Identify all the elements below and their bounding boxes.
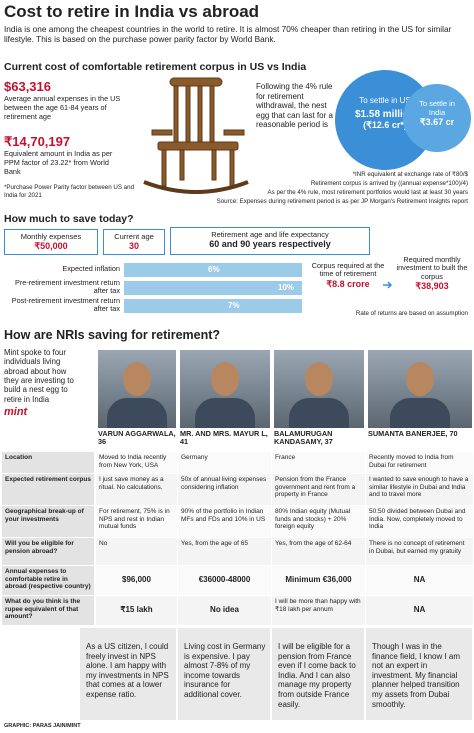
row-label: Will you be eligible for pension abroad?	[2, 538, 94, 565]
ppp-note: *Purchase Power Parity factor between US…	[4, 184, 135, 199]
row-label: What do you think is the rupee equivalen…	[2, 596, 94, 625]
corpus-label: Corpus required at the time of retiremen…	[311, 261, 385, 279]
row-label: Annual expenses to comfortable retire in…	[2, 566, 94, 595]
person-name: SUMANTA BANERJEE, 70	[368, 429, 458, 438]
input-value: ₹50,000	[34, 241, 68, 251]
note: Retirement corpus is arrived by ((annual…	[310, 180, 468, 187]
rate-value: 7%	[228, 301, 240, 310]
note: *INR equivalent at exchange rate of ₹80/…	[352, 171, 468, 178]
row-cell: $96,000	[96, 566, 177, 595]
row-cell: Pension from the France government and r…	[272, 474, 365, 505]
title: Cost to retire in India vs abroad	[4, 2, 260, 21]
row-cell: I wanted to save enough to have a simila…	[366, 474, 473, 505]
corpus: Corpus required at the time of retiremen…	[310, 261, 386, 289]
row-cell: I will be more than happy with ₹18 lakh …	[272, 596, 365, 625]
photo-body	[289, 398, 349, 428]
row-cell: No	[96, 538, 177, 565]
row-cell: €36000-48000	[178, 566, 271, 595]
input-box: Monthly expenses ₹50,000	[4, 229, 98, 255]
photo-body	[195, 398, 255, 428]
intro: India is one among the cheapest countrie…	[4, 24, 452, 44]
us-circle-amount: $1.58 million	[354, 109, 416, 120]
rate-bar: 6%	[124, 263, 302, 277]
monthly-label: Required monthly investment to built the…	[396, 255, 468, 281]
credit: GRAPHIC: PARAS JAIN/MINT	[4, 723, 81, 729]
input-label: Monthly expenses	[20, 232, 82, 241]
row-cell: 90% of the portfolio in Indian MFs and F…	[178, 506, 271, 537]
input-box: Retirement age and life expectancy 60 and…	[170, 227, 370, 255]
monthly: Required monthly investment to built the…	[392, 255, 472, 292]
row-label: Expected retirement corpus	[2, 474, 94, 505]
rate-label: Expected inflation	[62, 264, 120, 273]
rule-text: Following the 4% rule for retirement wit…	[256, 82, 333, 130]
us-expense: $63,316	[4, 79, 51, 94]
photo-body	[107, 398, 167, 428]
input-value: 30	[128, 241, 139, 251]
row-cell: For retirement, 75% is in NPS and rest i…	[96, 506, 177, 537]
row-cell: I just save money as a ritual. No calcul…	[96, 474, 177, 505]
row-cell: Yes, from the age of 62-64	[272, 538, 365, 565]
input-label: Current age	[114, 232, 154, 241]
row-cell: 50:50 divided between Dubai and India. N…	[366, 506, 473, 537]
note: Rate of returns are based on assumption	[355, 310, 468, 317]
india-equivalent-note: Equivalent amount in India as per PPM fa…	[4, 149, 113, 176]
row-cell: There is no concept of retirement in Dub…	[366, 538, 473, 565]
photo-head	[305, 362, 333, 396]
nri-intro: Mint spoke to four individuals living ab…	[4, 348, 74, 404]
rate-label: Pre-retirement investment return after t…	[14, 278, 120, 296]
row-cell: France	[272, 452, 365, 473]
rate-label: Post-retirement investment return after …	[11, 296, 120, 314]
note: As per the 4% rule, most retirement port…	[267, 189, 469, 196]
row-cell: NA	[366, 596, 473, 625]
photo-head	[123, 362, 151, 396]
us-circle-label: To settle in US	[359, 96, 411, 105]
section-title: How are NRIs saving for retirement?	[4, 328, 221, 342]
rocking-chair	[143, 77, 249, 194]
row-cell: Germany	[178, 452, 271, 473]
us-circle-inr: (₹12.6 cr*)	[363, 120, 407, 130]
arrow	[383, 281, 393, 289]
input-box: Current age 30	[103, 229, 165, 255]
photo-body	[390, 398, 450, 428]
row-cell: Minimum €36,000	[272, 566, 365, 595]
section-title: Current cost of comfortable retirement c…	[4, 61, 307, 73]
rate-value: 6%	[208, 265, 220, 274]
monthly-value: ₹38,903	[415, 281, 449, 292]
row-cell: NA	[366, 566, 473, 595]
row-label: Geographical break-up of your investment…	[2, 506, 94, 537]
person-name: VARUN AGGARWALA, 36	[98, 429, 176, 447]
us-expense-note: Average annual expenses in the US betwee…	[4, 94, 121, 121]
row-cell: ₹15 lakh	[96, 596, 177, 625]
photo-head	[406, 362, 434, 396]
rate-bar: 10%	[124, 281, 302, 295]
input-label: Retirement age and life expectancy	[211, 230, 329, 239]
quote: Living cost in Germany is expensive. I p…	[178, 628, 270, 720]
corpus-value: ₹8.8 crore	[326, 278, 370, 289]
row-cell: Moved to India recently from New York, U…	[96, 452, 177, 473]
person-name: MR. AND MRS. MAYUR L, 41	[180, 429, 268, 447]
quote: Though I was in the finance field, I kno…	[366, 628, 472, 720]
person-name: BALAMURUGAN KANDASAMY, 37	[274, 429, 333, 447]
india-circle: To settle in India ₹3.67 cr	[403, 84, 471, 152]
row-label: Location	[2, 452, 94, 473]
row-cell: No idea	[178, 596, 271, 625]
brand: mint	[4, 406, 28, 418]
quote: I will be eligible for a pension from Fr…	[272, 628, 364, 720]
india-circle-label: To settle in India	[419, 99, 455, 117]
section-title: How much to save today?	[4, 213, 134, 225]
rate-value: 10%	[278, 283, 295, 292]
row-cell: 50x of annual living expenses considerin…	[178, 474, 271, 505]
input-value: 60 and 90 years respectively	[209, 239, 331, 249]
photo-head	[211, 362, 239, 396]
row-cell: Yes, from the age of 65	[178, 538, 271, 565]
india-circle-amount: ₹3.67 cr	[419, 117, 455, 127]
row-cell: 80% Indian equity (Mutual funds and stoc…	[272, 506, 365, 537]
note: Source: Expenses during retirement perio…	[216, 198, 468, 205]
rate-bar: 7%	[124, 299, 302, 313]
india-equivalent: ₹14,70,197	[4, 134, 71, 149]
quote: As a US citizen, I could freely invest i…	[80, 628, 176, 720]
row-cell: Recently moved to India from Dubai for r…	[366, 452, 473, 473]
